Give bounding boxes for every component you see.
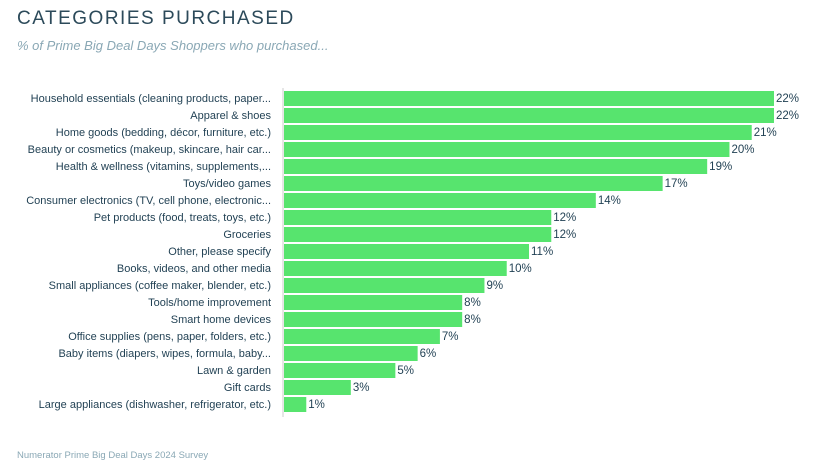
bar bbox=[284, 210, 552, 225]
value-label: 21% bbox=[754, 127, 777, 139]
category-label: Tools/home improvement bbox=[148, 297, 271, 309]
bar bbox=[284, 193, 596, 208]
bar bbox=[284, 346, 418, 361]
value-label: 19% bbox=[709, 161, 732, 173]
value-label: 22% bbox=[776, 110, 799, 122]
category-label: Gift cards bbox=[224, 382, 272, 394]
bar bbox=[284, 91, 774, 106]
chart-subtitle: % of Prime Big Deal Days Shoppers who pu… bbox=[17, 38, 329, 53]
category-label: Groceries bbox=[223, 229, 271, 241]
value-label: 20% bbox=[731, 144, 754, 156]
bar bbox=[284, 295, 463, 310]
category-label: Other, please specify bbox=[168, 246, 271, 258]
bar bbox=[284, 363, 396, 378]
value-label: 11% bbox=[531, 246, 553, 258]
category-label: Books, videos, and other media bbox=[117, 263, 272, 275]
bar bbox=[284, 227, 552, 242]
value-label: 8% bbox=[464, 297, 481, 309]
value-label: 1% bbox=[308, 399, 325, 411]
bar bbox=[284, 312, 463, 327]
category-label: Baby items (diapers, wipes, formula, bab… bbox=[58, 348, 271, 360]
bar bbox=[284, 397, 307, 412]
value-label: 9% bbox=[486, 280, 503, 292]
bar bbox=[284, 108, 774, 123]
category-label: Beauty or cosmetics (makeup, skincare, h… bbox=[28, 144, 271, 156]
value-label: 12% bbox=[553, 212, 576, 224]
category-label: Small appliances (coffee maker, blender,… bbox=[49, 280, 271, 292]
value-label: 6% bbox=[420, 348, 437, 360]
bar bbox=[284, 125, 752, 140]
bar bbox=[284, 261, 507, 276]
chart-title: CATEGORIES PURCHASED bbox=[17, 8, 295, 29]
source-note: Numerator Prime Big Deal Days 2024 Surve… bbox=[17, 450, 209, 461]
category-label: Pet products (food, treats, toys, etc.) bbox=[94, 212, 271, 224]
category-label: Smart home devices bbox=[171, 314, 272, 326]
value-label: 14% bbox=[598, 195, 621, 207]
bar bbox=[284, 159, 708, 174]
bar bbox=[284, 380, 351, 395]
bar bbox=[284, 244, 529, 259]
category-label: Home goods (bedding, décor, furniture, e… bbox=[56, 127, 271, 139]
value-label: 22% bbox=[776, 93, 799, 105]
category-label: Consumer electronics (TV, cell phone, el… bbox=[26, 195, 271, 207]
category-label: Health & wellness (vitamins, supplements… bbox=[56, 161, 271, 173]
category-label: Large appliances (dishwasher, refrigerat… bbox=[39, 399, 271, 411]
category-label: Apparel & shoes bbox=[190, 110, 271, 122]
value-label: 8% bbox=[464, 314, 481, 326]
category-label: Toys/video games bbox=[183, 178, 272, 190]
bar bbox=[284, 176, 663, 191]
value-label: 12% bbox=[553, 229, 576, 241]
value-label: 3% bbox=[353, 382, 370, 394]
bar bbox=[284, 278, 485, 293]
category-label: Lawn & garden bbox=[197, 365, 271, 377]
category-label: Office supplies (pens, paper, folders, e… bbox=[68, 331, 271, 343]
value-label: 5% bbox=[397, 365, 414, 377]
bar bbox=[284, 142, 730, 157]
value-label: 17% bbox=[665, 178, 688, 190]
value-label: 7% bbox=[442, 331, 459, 343]
value-label: 10% bbox=[509, 263, 532, 275]
category-label: Household essentials (cleaning products,… bbox=[31, 93, 271, 105]
bar bbox=[284, 329, 440, 344]
